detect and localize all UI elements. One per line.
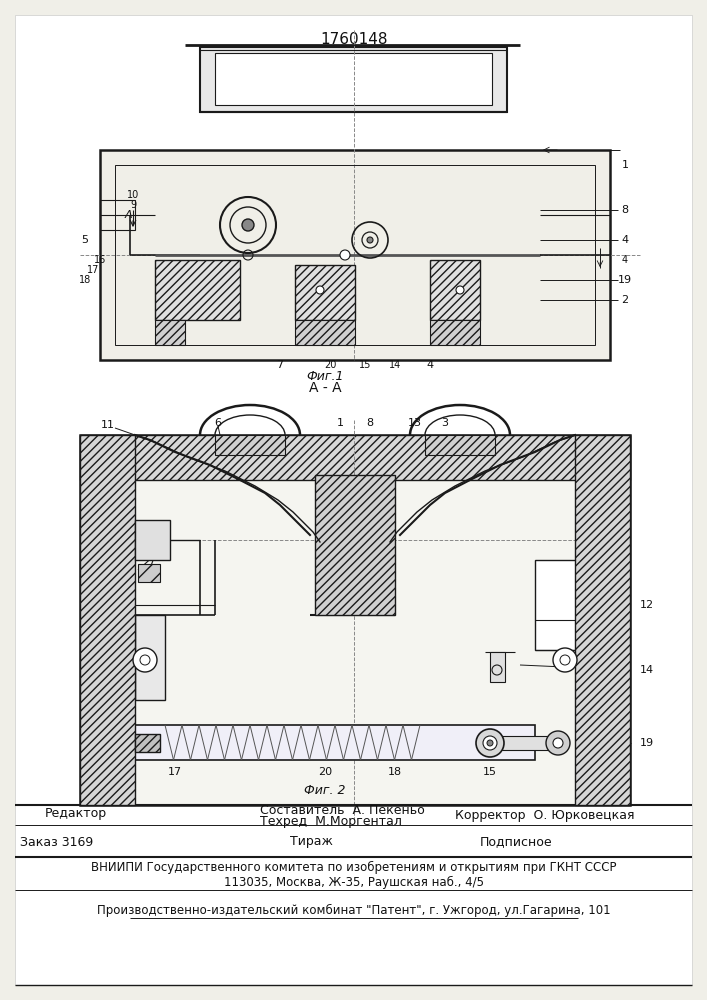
Text: 6: 6 (214, 418, 221, 428)
Text: 15: 15 (483, 767, 497, 777)
Text: 113035, Москва, Ж-35, Раушская наб., 4/5: 113035, Москва, Ж-35, Раушская наб., 4/5 (224, 875, 484, 889)
Bar (135, 520, 170, 560)
Text: А - А: А - А (309, 381, 341, 395)
Text: 18: 18 (388, 767, 402, 777)
Bar (135, 725, 535, 760)
Text: Тираж: Тираж (290, 836, 333, 848)
Circle shape (546, 731, 570, 755)
Text: 16: 16 (101, 605, 115, 615)
Circle shape (456, 286, 464, 294)
Bar (155, 260, 240, 320)
Text: 5: 5 (81, 235, 88, 245)
Bar (135, 734, 160, 752)
Text: 18: 18 (79, 275, 91, 285)
Text: Корректор  О. Юрковецкая: Корректор О. Юрковецкая (455, 810, 634, 822)
Bar (295, 265, 355, 320)
Text: 8: 8 (621, 205, 629, 215)
Bar (200, 47, 507, 112)
Text: Техред  М.Моргентал: Техред М.Моргентал (260, 816, 402, 828)
Text: 1760148: 1760148 (320, 32, 387, 47)
Bar (100, 200, 135, 230)
Text: 15: 15 (359, 360, 371, 370)
Bar (215, 435, 285, 455)
Bar (100, 150, 610, 360)
Bar (535, 560, 585, 650)
Bar (138, 564, 160, 582)
Text: 21: 21 (101, 550, 115, 560)
Text: 17: 17 (87, 265, 99, 275)
Text: 16: 16 (94, 255, 106, 265)
Circle shape (140, 655, 150, 665)
Bar (490, 652, 505, 682)
Text: Производственно-издательский комбинат "Патент", г. Ужгород, ул.Гагарина, 101: Производственно-издательский комбинат "П… (97, 903, 611, 917)
Circle shape (487, 740, 493, 746)
Text: 20: 20 (324, 360, 337, 370)
Text: 9: 9 (130, 200, 136, 210)
Circle shape (340, 250, 350, 260)
Text: Подписное: Подписное (480, 836, 553, 848)
Text: Редактор: Редактор (45, 808, 107, 820)
Text: 7: 7 (276, 360, 284, 370)
Text: Заказ 3169: Заказ 3169 (20, 836, 93, 848)
Text: 4: 4 (621, 235, 629, 245)
Bar (80, 435, 630, 480)
Bar (80, 435, 135, 805)
Text: 14: 14 (640, 665, 654, 675)
Text: A: A (124, 210, 132, 220)
Text: Фиг.1: Фиг.1 (306, 369, 344, 382)
Text: 14: 14 (389, 360, 401, 370)
Text: 4: 4 (622, 255, 628, 265)
Text: 8: 8 (366, 418, 373, 428)
Text: 4: 4 (426, 360, 433, 370)
Bar (155, 320, 185, 345)
Circle shape (560, 655, 570, 665)
Circle shape (553, 738, 563, 748)
Circle shape (133, 648, 157, 672)
Bar (115, 165, 595, 345)
Text: 9: 9 (108, 700, 115, 710)
Text: 20: 20 (318, 767, 332, 777)
Text: Составитель  А. Пекеньо: Составитель А. Пекеньо (260, 804, 425, 816)
Bar (315, 475, 395, 615)
Text: 13: 13 (408, 418, 422, 428)
Text: 17: 17 (168, 767, 182, 777)
Circle shape (483, 736, 497, 750)
Text: 1: 1 (621, 160, 629, 170)
Text: 11: 11 (101, 420, 115, 430)
Text: 10: 10 (127, 190, 139, 200)
Circle shape (553, 648, 577, 672)
Bar (215, 53, 492, 105)
Bar (135, 615, 165, 700)
Bar (425, 435, 495, 455)
Text: 12: 12 (640, 600, 654, 610)
Text: 3: 3 (441, 418, 448, 428)
Bar (502, 736, 552, 750)
Circle shape (367, 237, 373, 243)
Circle shape (476, 729, 504, 757)
Text: 19: 19 (640, 738, 654, 748)
Text: 2: 2 (621, 295, 629, 305)
Text: Фиг. 2: Фиг. 2 (304, 784, 346, 796)
Circle shape (316, 286, 324, 294)
Bar (80, 435, 630, 805)
Text: 1: 1 (337, 418, 344, 428)
Text: ВНИИПИ Государственного комитета по изобретениям и открытиям при ГКНТ СССР: ВНИИПИ Государственного комитета по изоб… (91, 860, 617, 874)
Bar (430, 320, 480, 345)
Bar (430, 260, 480, 320)
Bar (295, 320, 355, 345)
Text: 19: 19 (618, 275, 632, 285)
Circle shape (242, 219, 254, 231)
Bar (575, 435, 630, 805)
